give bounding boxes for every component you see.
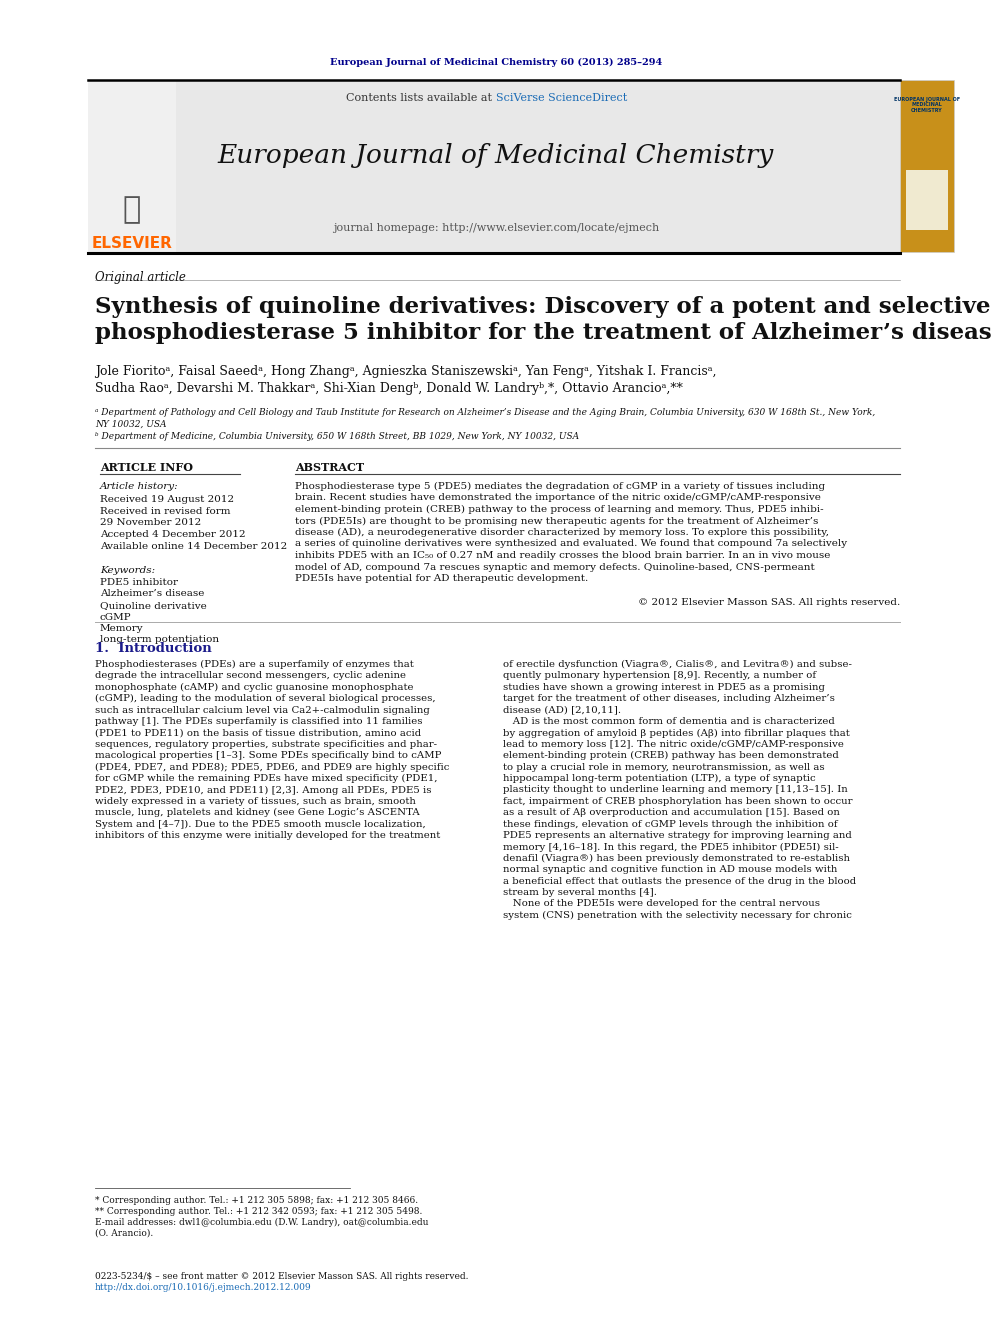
Text: 🌳: 🌳 — [123, 196, 141, 225]
Text: (PDE1 to PDE11) on the basis of tissue distribution, amino acid: (PDE1 to PDE11) on the basis of tissue d… — [95, 729, 422, 737]
Bar — [906, 169, 948, 230]
Text: * Corresponding author. Tel.: +1 212 305 5898; fax: +1 212 305 8466.: * Corresponding author. Tel.: +1 212 305… — [95, 1196, 418, 1205]
Text: inhibits PDE5 with an IC₅₀ of 0.27 nM and readily crosses the blood brain barrie: inhibits PDE5 with an IC₅₀ of 0.27 nM an… — [295, 550, 830, 560]
Text: Jole Fioritoᵃ, Faisal Saeedᵃ, Hong Zhangᵃ, Agnieszka Staniszewskiᵃ, Yan Fengᵃ, Y: Jole Fioritoᵃ, Faisal Saeedᵃ, Hong Zhang… — [95, 365, 716, 378]
Text: plasticity thought to underline learning and memory [11,13–15]. In: plasticity thought to underline learning… — [503, 786, 848, 794]
Text: Quinoline derivative: Quinoline derivative — [100, 601, 206, 610]
Text: 29 November 2012: 29 November 2012 — [100, 519, 201, 527]
Text: 0223-5234/$ – see front matter © 2012 Elsevier Masson SAS. All rights reserved.: 0223-5234/$ – see front matter © 2012 El… — [95, 1271, 468, 1281]
Text: hippocampal long-term potentiation (LTP), a type of synaptic: hippocampal long-term potentiation (LTP)… — [503, 774, 815, 783]
Text: System and [4–7]). Due to the PDE5 smooth muscle localization,: System and [4–7]). Due to the PDE5 smoot… — [95, 820, 426, 828]
Text: long-term potentiation: long-term potentiation — [100, 635, 219, 644]
Text: tors (PDE5Is) are thought to be promising new therapeutic agents for the treatme: tors (PDE5Is) are thought to be promisin… — [295, 516, 818, 525]
Text: as a result of Aβ overproduction and accumulation [15]. Based on: as a result of Aβ overproduction and acc… — [503, 808, 840, 818]
Text: target for the treatment of other diseases, including Alzheimer’s: target for the treatment of other diseas… — [503, 695, 835, 704]
Text: (O. Arancio).: (O. Arancio). — [95, 1229, 153, 1238]
Text: Contents lists available at: Contents lists available at — [346, 93, 496, 103]
Text: PDE2, PDE3, PDE10, and PDE11) [2,3]. Among all PDEs, PDE5 is: PDE2, PDE3, PDE10, and PDE11) [2,3]. Amo… — [95, 786, 432, 795]
Text: NY 10032, USA: NY 10032, USA — [95, 419, 167, 429]
Text: PDE5Is have potential for AD therapeutic development.: PDE5Is have potential for AD therapeutic… — [295, 574, 588, 583]
Text: PDE5 represents an alternative strategy for improving learning and: PDE5 represents an alternative strategy … — [503, 831, 852, 840]
Text: http://dx.doi.org/10.1016/j.ejmech.2012.12.009: http://dx.doi.org/10.1016/j.ejmech.2012.… — [95, 1283, 311, 1293]
Text: inhibitors of this enzyme were initially developed for the treatment: inhibitors of this enzyme were initially… — [95, 831, 440, 840]
Text: system (CNS) penetration with the selectivity necessary for chronic: system (CNS) penetration with the select… — [503, 910, 852, 919]
Text: studies have shown a growing interest in PDE5 as a promising: studies have shown a growing interest in… — [503, 683, 825, 692]
Text: Received 19 August 2012: Received 19 August 2012 — [100, 495, 234, 504]
Text: stream by several months [4].: stream by several months [4]. — [503, 888, 657, 897]
Text: to play a crucial role in memory, neurotransmission, as well as: to play a crucial role in memory, neurot… — [503, 762, 824, 771]
Text: element-binding protein (CREB) pathway to the process of learning and memory. Th: element-binding protein (CREB) pathway t… — [295, 505, 823, 515]
Text: lead to memory loss [12]. The nitric oxide/cGMP/cAMP-responsive: lead to memory loss [12]. The nitric oxi… — [503, 740, 844, 749]
Text: Phosphodiesterases (PDEs) are a superfamily of enzymes that: Phosphodiesterases (PDEs) are a superfam… — [95, 660, 414, 669]
Text: for cGMP while the remaining PDEs have mixed specificity (PDE1,: for cGMP while the remaining PDEs have m… — [95, 774, 437, 783]
Text: brain. Recent studies have demonstrated the importance of the nitric oxide/cGMP/: brain. Recent studies have demonstrated … — [295, 493, 820, 503]
Text: PDE5 inhibitor: PDE5 inhibitor — [100, 578, 178, 587]
Text: © 2012 Elsevier Masson SAS. All rights reserved.: © 2012 Elsevier Masson SAS. All rights r… — [638, 598, 900, 607]
Text: journal homepage: http://www.elsevier.com/locate/ejmech: journal homepage: http://www.elsevier.co… — [333, 224, 659, 233]
Text: by aggregation of amyloid β peptides (Aβ) into fibrillar plaques that: by aggregation of amyloid β peptides (Aβ… — [503, 729, 850, 737]
Text: monophosphate (cAMP) and cyclic guanosine monophosphate: monophosphate (cAMP) and cyclic guanosin… — [95, 683, 414, 692]
Bar — [900, 79, 954, 251]
Text: 1.  Introduction: 1. Introduction — [95, 642, 211, 655]
Text: Received in revised form: Received in revised form — [100, 507, 230, 516]
Text: pathway [1]. The PDEs superfamily is classified into 11 families: pathway [1]. The PDEs superfamily is cla… — [95, 717, 423, 726]
Text: disease (AD) [2,10,11].: disease (AD) [2,10,11]. — [503, 705, 621, 714]
Text: these findings, elevation of cGMP levels through the inhibition of: these findings, elevation of cGMP levels… — [503, 820, 837, 828]
Text: element-binding protein (CREB) pathway has been demonstrated: element-binding protein (CREB) pathway h… — [503, 751, 839, 761]
Text: Article history:: Article history: — [100, 482, 179, 491]
Text: Keywords:: Keywords: — [100, 566, 155, 576]
Text: AD is the most common form of dementia and is characterized: AD is the most common form of dementia a… — [503, 717, 834, 726]
Text: ARTICLE INFO: ARTICLE INFO — [100, 462, 193, 474]
Text: of erectile dysfunction (Viagra®, Cialis®, and Levitra®) and subse-: of erectile dysfunction (Viagra®, Cialis… — [503, 660, 852, 669]
Text: Original article: Original article — [95, 271, 186, 284]
Text: muscle, lung, platelets and kidney (see Gene Logic’s ASCENTA: muscle, lung, platelets and kidney (see … — [95, 808, 420, 818]
Text: fact, impairment of CREB phosphorylation has been shown to occur: fact, impairment of CREB phosphorylation… — [503, 796, 852, 806]
Text: EUROPEAN JOURNAL OF
MEDICINAL
CHEMISTRY: EUROPEAN JOURNAL OF MEDICINAL CHEMISTRY — [894, 97, 960, 114]
Text: ABSTRACT: ABSTRACT — [295, 462, 364, 474]
Text: (cGMP), leading to the modulation of several biological processes,: (cGMP), leading to the modulation of sev… — [95, 695, 435, 704]
Text: European Journal of Medicinal Chemistry: European Journal of Medicinal Chemistry — [218, 143, 774, 168]
Bar — [88, 79, 900, 251]
Text: widely expressed in a variety of tissues, such as brain, smooth: widely expressed in a variety of tissues… — [95, 796, 416, 806]
Text: cGMP: cGMP — [100, 613, 132, 622]
Text: Sudha Raoᵃ, Devarshi M. Thakkarᵃ, Shi-Xian Dengᵇ, Donald W. Landryᵇ,*, Ottavio A: Sudha Raoᵃ, Devarshi M. Thakkarᵃ, Shi-Xi… — [95, 382, 682, 396]
Bar — [88, 79, 176, 251]
Text: normal synaptic and cognitive function in AD mouse models with: normal synaptic and cognitive function i… — [503, 865, 837, 875]
Text: ELSEVIER: ELSEVIER — [91, 237, 173, 251]
Text: memory [4,16–18]. In this regard, the PDE5 inhibitor (PDE5I) sil-: memory [4,16–18]. In this regard, the PD… — [503, 843, 838, 852]
Text: SciVerse ScienceDirect: SciVerse ScienceDirect — [496, 93, 627, 103]
Text: macological properties [1–3]. Some PDEs specifically bind to cAMP: macological properties [1–3]. Some PDEs … — [95, 751, 441, 761]
Text: a series of quinoline derivatives were synthesized and evaluated. We found that : a series of quinoline derivatives were s… — [295, 540, 847, 549]
Text: ᵇ Department of Medicine, Columbia University, 650 W 168th Street, BB 1029, New : ᵇ Department of Medicine, Columbia Unive… — [95, 433, 579, 441]
Text: Synthesis of quinoline derivatives: Discovery of a potent and selective: Synthesis of quinoline derivatives: Disc… — [95, 296, 990, 318]
Text: denafil (Viagra®) has been previously demonstrated to re-establish: denafil (Viagra®) has been previously de… — [503, 853, 850, 863]
Text: Phosphodiesterase type 5 (PDE5) mediates the degradation of cGMP in a variety of: Phosphodiesterase type 5 (PDE5) mediates… — [295, 482, 825, 491]
Text: E-mail addresses: dwl1@columbia.edu (D.W. Landry), oat@columbia.edu: E-mail addresses: dwl1@columbia.edu (D.W… — [95, 1218, 429, 1228]
Text: Available online 14 December 2012: Available online 14 December 2012 — [100, 542, 288, 550]
Text: model of AD, compound 7a rescues synaptic and memory defects. Quinoline-based, C: model of AD, compound 7a rescues synapti… — [295, 562, 814, 572]
Text: phosphodiesterase 5 inhibitor for the treatment of Alzheimer’s disease: phosphodiesterase 5 inhibitor for the tr… — [95, 321, 992, 344]
Text: sequences, regulatory properties, substrate specificities and phar-: sequences, regulatory properties, substr… — [95, 740, 437, 749]
Text: None of the PDE5Is were developed for the central nervous: None of the PDE5Is were developed for th… — [503, 900, 820, 909]
Text: Alzheimer’s disease: Alzheimer’s disease — [100, 590, 204, 598]
Text: disease (AD), a neurodegenerative disorder characterized by memory loss. To expl: disease (AD), a neurodegenerative disord… — [295, 528, 829, 537]
Text: European Journal of Medicinal Chemistry 60 (2013) 285–294: European Journal of Medicinal Chemistry … — [330, 57, 662, 66]
Text: ᵃ Department of Pathology and Cell Biology and Taub Institute for Research on Al: ᵃ Department of Pathology and Cell Biolo… — [95, 407, 875, 417]
Text: a beneficial effect that outlasts the presence of the drug in the blood: a beneficial effect that outlasts the pr… — [503, 877, 856, 885]
Text: ** Corresponding author. Tel.: +1 212 342 0593; fax: +1 212 305 5498.: ** Corresponding author. Tel.: +1 212 34… — [95, 1207, 423, 1216]
Text: (PDE4, PDE7, and PDE8); PDE5, PDE6, and PDE9 are highly specific: (PDE4, PDE7, and PDE8); PDE5, PDE6, and … — [95, 762, 449, 771]
Text: such as intracellular calcium level via Ca2+-calmodulin signaling: such as intracellular calcium level via … — [95, 705, 430, 714]
Text: Accepted 4 December 2012: Accepted 4 December 2012 — [100, 531, 246, 538]
Text: quently pulmonary hypertension [8,9]. Recently, a number of: quently pulmonary hypertension [8,9]. Re… — [503, 671, 816, 680]
Text: degrade the intracellular second messengers, cyclic adenine: degrade the intracellular second messeng… — [95, 671, 406, 680]
Text: Memory: Memory — [100, 624, 144, 632]
